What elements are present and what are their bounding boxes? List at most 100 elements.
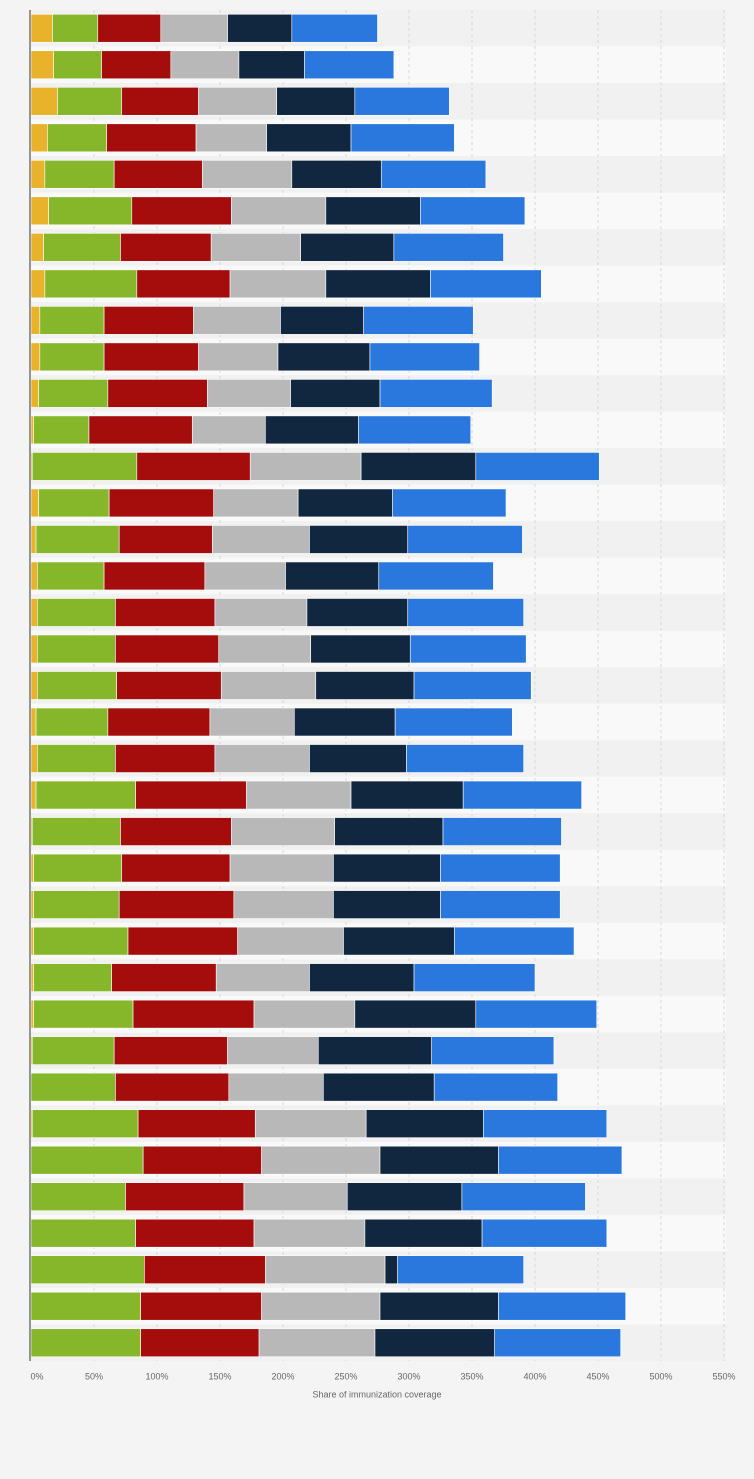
x-tick-label: 300% bbox=[397, 1371, 420, 1381]
bar-segment bbox=[440, 890, 561, 919]
bar-segment bbox=[195, 123, 267, 153]
bar-segment bbox=[137, 1109, 256, 1138]
bar-segment bbox=[35, 707, 109, 737]
bar-segment bbox=[291, 13, 378, 43]
bar-segment bbox=[115, 1072, 230, 1102]
bar-segment bbox=[136, 269, 231, 299]
bar-segment bbox=[88, 415, 193, 445]
bar-segment bbox=[231, 817, 335, 846]
bar-segment bbox=[144, 1255, 266, 1285]
bar-segment bbox=[132, 999, 255, 1029]
bar-segment bbox=[38, 379, 109, 408]
bar-segment bbox=[35, 525, 120, 554]
bar-segment bbox=[440, 853, 561, 883]
bar-segment bbox=[475, 452, 600, 481]
bar-segment bbox=[30, 50, 54, 80]
bar-segment bbox=[170, 50, 240, 80]
bar-segment bbox=[193, 306, 281, 335]
bar-segment bbox=[30, 890, 34, 919]
bar-segment bbox=[136, 452, 251, 481]
bar-segment bbox=[309, 744, 407, 773]
bar-segment bbox=[30, 196, 49, 226]
bar-segment bbox=[48, 196, 133, 226]
bar-segment bbox=[30, 1145, 144, 1175]
x-tick-label: 150% bbox=[208, 1371, 231, 1381]
bar-segment bbox=[409, 634, 527, 664]
bar-segment bbox=[210, 233, 301, 262]
x-tick-label: 500% bbox=[649, 1371, 672, 1381]
bar-segment bbox=[118, 890, 235, 919]
bar-segment bbox=[101, 50, 172, 80]
bar-segment bbox=[35, 780, 136, 810]
bar-segment bbox=[30, 1072, 116, 1102]
bar-segment bbox=[280, 306, 364, 335]
bar-segment bbox=[430, 269, 542, 299]
bar-segment bbox=[394, 707, 513, 737]
bar-segment bbox=[481, 1218, 608, 1248]
bar-segment bbox=[253, 999, 356, 1029]
bar-segment bbox=[44, 269, 138, 299]
bar-segment bbox=[120, 233, 212, 262]
bar-segment bbox=[31, 817, 121, 846]
bar-segment bbox=[191, 415, 266, 445]
bar-segment bbox=[111, 963, 217, 992]
bar-segment bbox=[229, 853, 334, 883]
bar-segment bbox=[233, 890, 334, 919]
bar-segment bbox=[30, 926, 34, 956]
bar-segment bbox=[39, 306, 105, 335]
bar-segment bbox=[44, 160, 115, 189]
bar-segment bbox=[107, 379, 208, 408]
x-tick-label: 100% bbox=[145, 1371, 168, 1381]
bar-segment bbox=[494, 1328, 621, 1358]
bar-segment bbox=[227, 1036, 319, 1065]
bar-segment bbox=[442, 817, 562, 846]
bar-segment bbox=[36, 744, 116, 773]
bar-segment bbox=[315, 671, 415, 700]
bar-segment bbox=[30, 269, 46, 299]
bar-segment bbox=[212, 525, 310, 554]
bar-segment bbox=[407, 598, 524, 627]
bar-segment bbox=[325, 269, 431, 299]
bar-segment bbox=[433, 1072, 558, 1102]
bar-segment bbox=[213, 488, 299, 518]
bar-segment bbox=[350, 123, 455, 153]
bar-segment bbox=[261, 1145, 381, 1175]
bar-segment bbox=[115, 598, 216, 627]
bar-segment bbox=[52, 13, 99, 43]
bar-segment bbox=[215, 963, 310, 992]
bar-segment bbox=[30, 707, 37, 737]
bar-segment bbox=[30, 488, 39, 518]
bar-segment bbox=[350, 780, 464, 810]
bar-segment bbox=[294, 707, 396, 737]
bar-segment bbox=[304, 50, 395, 80]
bar-segment bbox=[309, 525, 409, 554]
bar-segment bbox=[125, 1182, 245, 1211]
bar-segment bbox=[462, 780, 582, 810]
bar-segment bbox=[379, 1145, 499, 1175]
bar-segment bbox=[142, 1145, 262, 1175]
bar-segment bbox=[253, 1218, 366, 1248]
bar-segment bbox=[31, 1036, 115, 1065]
bar-segment bbox=[323, 1072, 435, 1102]
bar-segment bbox=[30, 780, 37, 810]
bar-segment bbox=[300, 233, 395, 262]
bar-segment bbox=[378, 561, 494, 591]
bar-segment bbox=[33, 999, 134, 1029]
bar-segment bbox=[379, 1291, 499, 1321]
bar-segment bbox=[364, 1218, 483, 1248]
bar-segment bbox=[317, 1036, 432, 1065]
bar-segment bbox=[131, 196, 232, 226]
bar-segment bbox=[246, 780, 352, 810]
bar-segment bbox=[120, 817, 232, 846]
bar-segment bbox=[160, 13, 228, 43]
bar-segment bbox=[43, 233, 121, 262]
bar-segment bbox=[103, 342, 199, 372]
bar-segment bbox=[140, 1291, 262, 1321]
bar-segment bbox=[30, 233, 44, 262]
bar-segment bbox=[53, 50, 102, 80]
bar-segment bbox=[369, 342, 480, 372]
x-axis-title: Share of immunization coverage bbox=[312, 1389, 441, 1399]
bar-segment bbox=[392, 488, 507, 518]
